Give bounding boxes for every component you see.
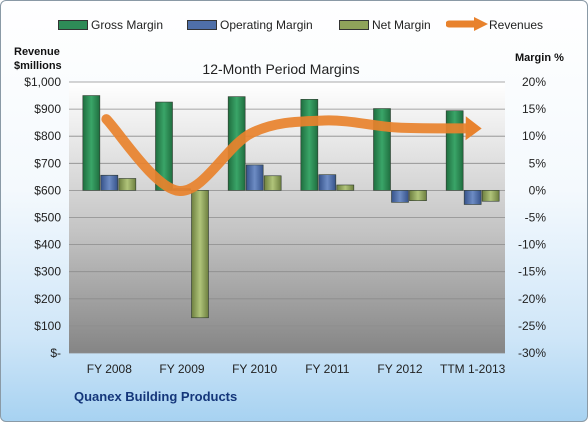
- net-margin-bar: [191, 190, 209, 319]
- left-tick-label: $100: [34, 319, 61, 333]
- category-label: TTM 1-2013: [440, 362, 506, 376]
- right-tick-label: 10%: [522, 129, 546, 143]
- left-tick-label: $300: [34, 265, 61, 279]
- legend-net-margin: Net Margin: [372, 18, 431, 32]
- gross-margin-bar: [300, 99, 319, 191]
- gross-margin-bar: [82, 95, 101, 191]
- right-tick-label: 15%: [522, 102, 546, 116]
- right-tick-label: 5%: [529, 156, 547, 170]
- left-tick-label: $200: [34, 292, 61, 306]
- gross-margin-bar: [445, 110, 464, 191]
- category-label: FY 2009: [159, 362, 204, 376]
- left-axis-title-line1: Revenue: [14, 46, 60, 58]
- operating-margin-bar: [391, 190, 409, 203]
- net-margin-bar: [263, 175, 282, 191]
- left-tick-label: $700: [34, 156, 61, 170]
- legend-operating-margin: Operating Margin: [220, 18, 313, 32]
- left-tick-label: $1,000: [24, 75, 61, 89]
- net-margin-bar: [481, 190, 500, 202]
- right-tick-label: -25%: [518, 319, 546, 333]
- company-name: Quanex Building Products: [74, 389, 238, 404]
- net-margin-bar: [118, 178, 137, 191]
- legend: Gross Margin Operating Margin Net Margin…: [1, 1, 587, 41]
- category-label: FY 2012: [377, 362, 422, 376]
- gross-margin-bar: [155, 101, 173, 191]
- category-label: FY 2010: [232, 362, 277, 376]
- net-margin-bar: [336, 184, 355, 191]
- left-tick-label: $800: [34, 129, 61, 143]
- chart-title: 12-Month Period Margins: [202, 61, 360, 77]
- legend-swatch-operating: [187, 20, 217, 30]
- legend-swatch-gross: [58, 20, 88, 30]
- right-tick-label: -10%: [518, 238, 546, 252]
- left-tick-label: $500: [34, 211, 61, 225]
- operating-margin-bar: [100, 174, 119, 191]
- category-labels: FY 2008 FY 2009 FY 2010 FY 2011 FY 2012 TTM 1…: [87, 362, 506, 376]
- right-tick-label: 20%: [522, 75, 546, 89]
- right-tick-label: -30%: [518, 346, 546, 360]
- right-axis-ticks: -30% -25% -20% -15% -10% -5% 0% 5% 10% 15% 20%: [518, 75, 546, 360]
- left-tick-label: $900: [34, 102, 61, 116]
- operating-margin-bar: [463, 190, 482, 205]
- revenue-line: [101, 114, 482, 196]
- legend-swatch-net: [339, 20, 369, 30]
- left-axis-title-line2: $millions: [14, 60, 62, 72]
- net-margin-bar: [409, 190, 427, 201]
- category-label: FY 2008: [87, 362, 132, 376]
- left-axis-ticks: $- $100 $200 $300 $400 $500 $600 $700 $800 $900 $1…: [24, 75, 61, 360]
- right-tick-label: -15%: [518, 265, 546, 279]
- operating-margin-bar: [245, 164, 264, 191]
- left-tick-label: $400: [34, 238, 61, 252]
- left-tick-label: $600: [34, 183, 61, 197]
- revenue-arrow-head: [465, 116, 482, 141]
- category-label: FY 2011: [305, 362, 350, 376]
- right-tick-label: -5%: [525, 211, 547, 225]
- left-axis-title: Revenue $millions: [14, 45, 62, 73]
- operating-margin-bar: [318, 174, 337, 191]
- legend-gross-margin: Gross Margin: [91, 18, 164, 32]
- legend-revenue-arrow-icon: [446, 17, 488, 31]
- legend-revenues: Revenues: [489, 18, 544, 32]
- left-tick-label: $-: [50, 346, 61, 360]
- right-tick-label: 0%: [529, 183, 547, 197]
- right-axis-title: Margin %: [515, 52, 564, 64]
- revenue-line-path: [101, 114, 475, 196]
- right-tick-label: -20%: [518, 292, 546, 306]
